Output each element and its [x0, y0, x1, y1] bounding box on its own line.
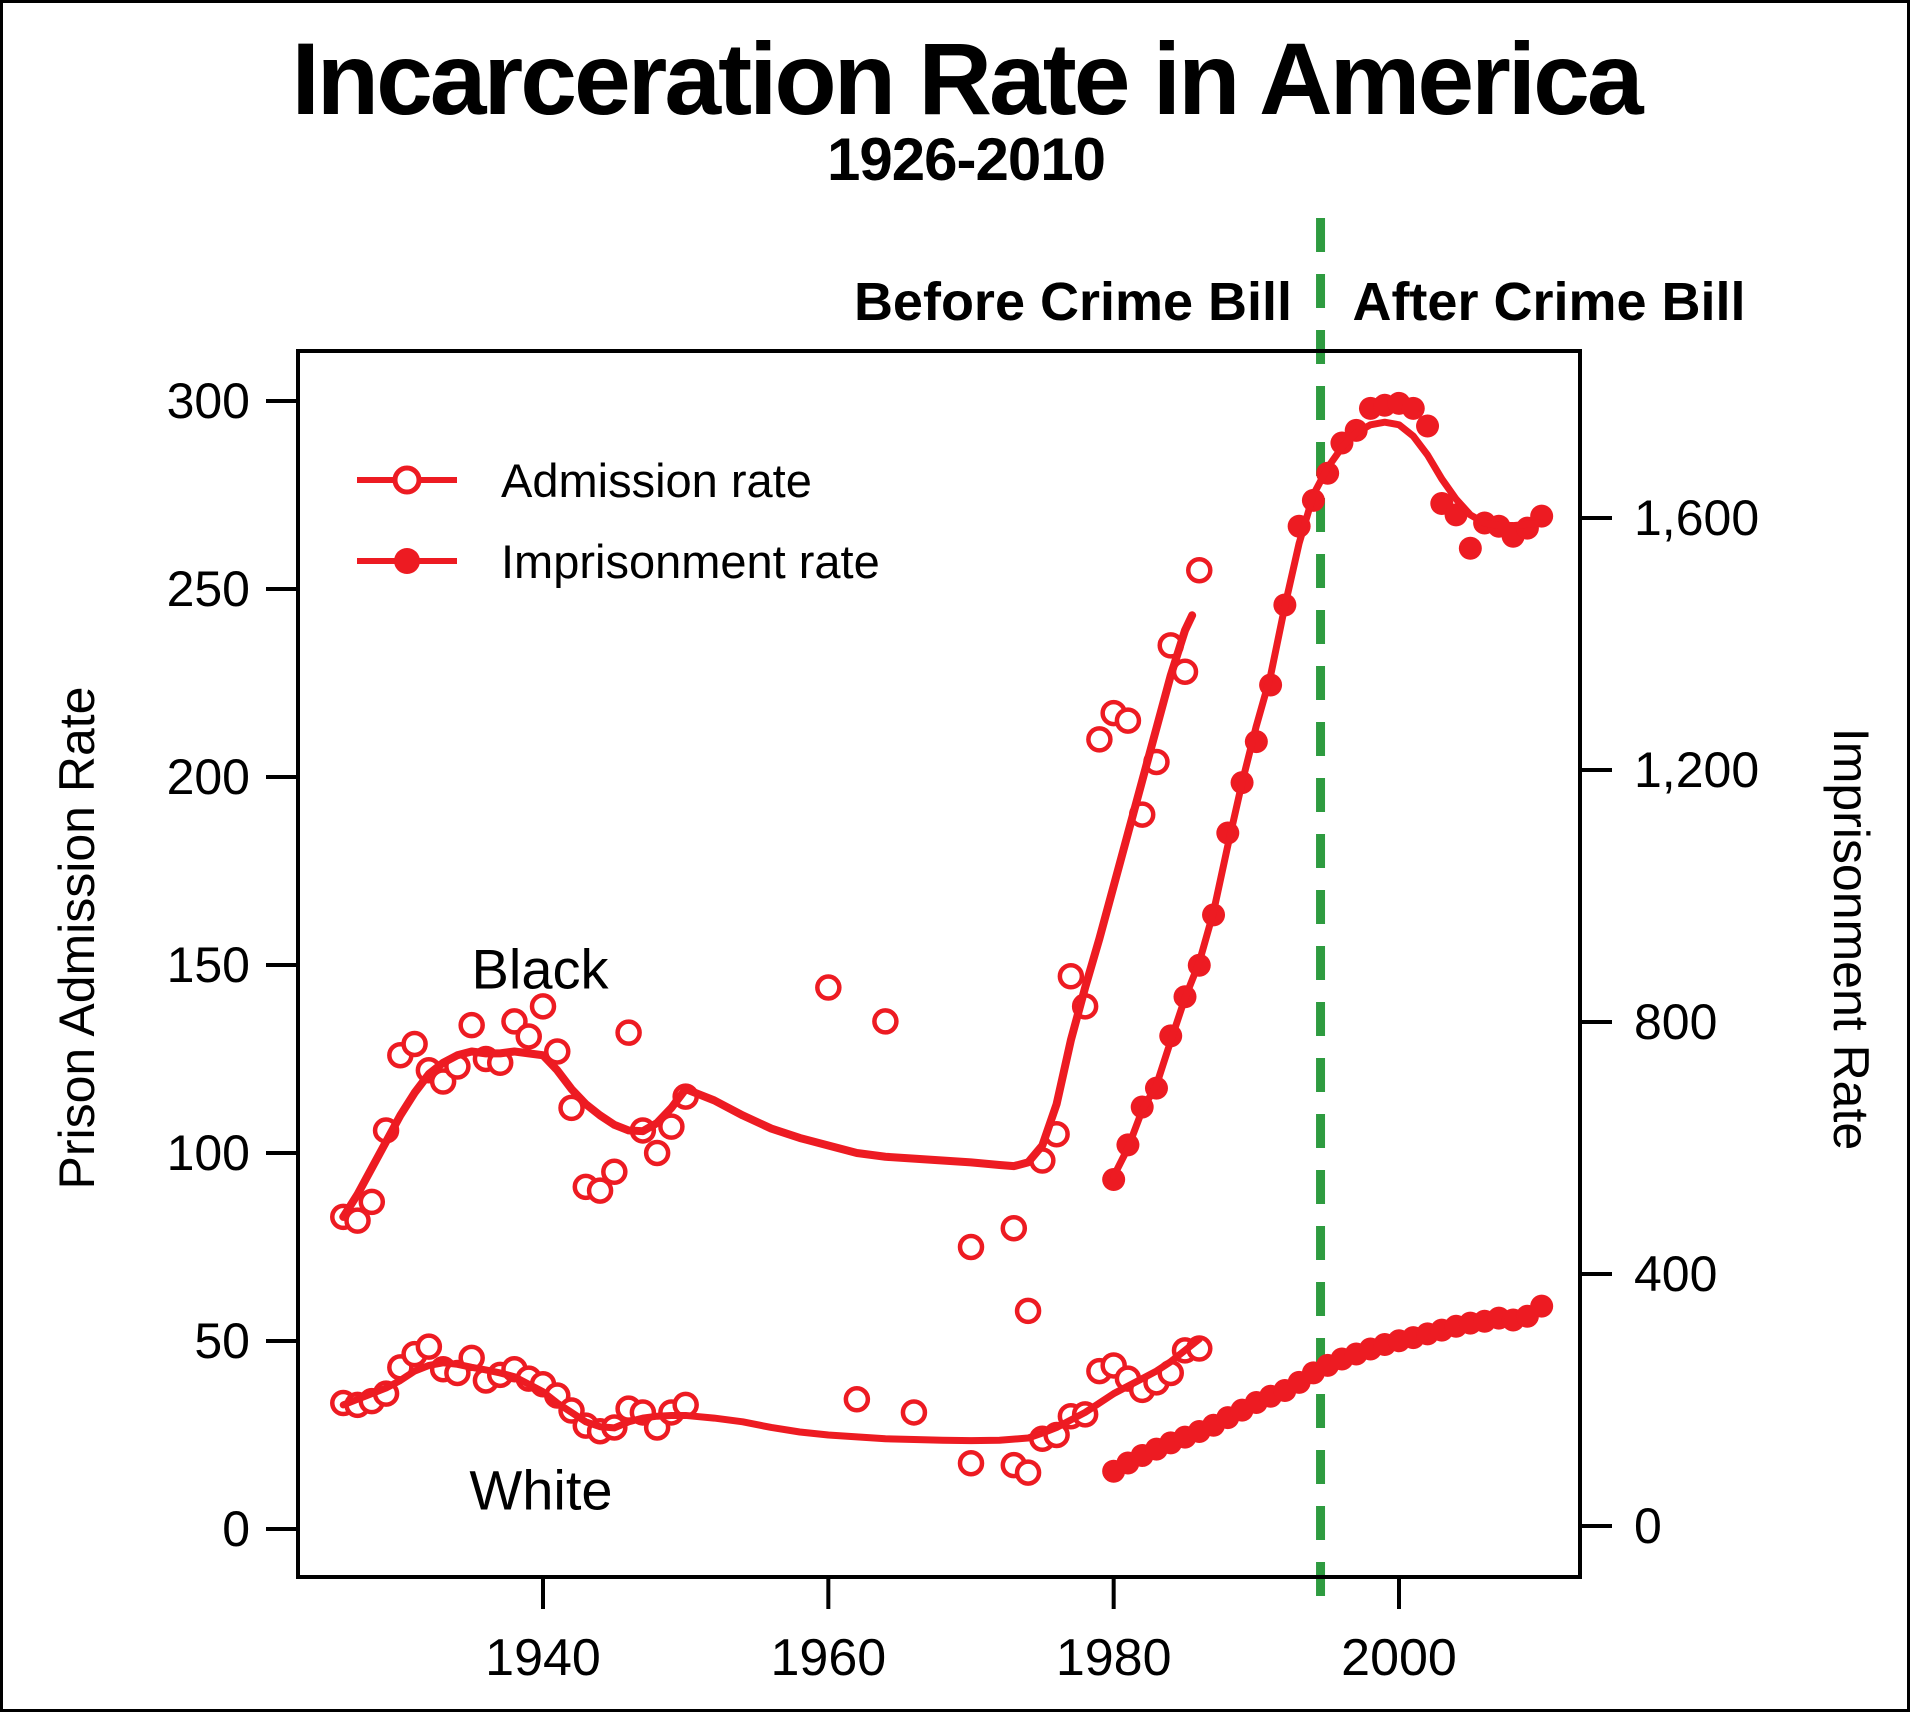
black-admission-point: [1086, 726, 1113, 753]
white-imprisonment-point: [1530, 1294, 1554, 1318]
x-axis-tick-label: 1980: [1056, 1629, 1172, 1687]
admission-rate-open-circle-icon: [357, 465, 457, 495]
left-axis-tick-label: 150: [167, 937, 250, 993]
incarceration-chart-svg: 0 50 100 150 200 250 300 0 400 800 1,200 1,600 1940 1…: [167, 218, 1759, 1687]
black-admission-point: [344, 1207, 371, 1234]
white-admission-trend-line: [339, 1335, 1203, 1445]
page-subtitle: 1926-2010: [827, 126, 1106, 193]
right-axis-tick-label: 400: [1634, 1246, 1717, 1302]
black-admission-point: [872, 1008, 899, 1035]
left-axis-tick-label: 0: [222, 1501, 250, 1557]
black-admission-point: [458, 1011, 485, 1039]
black-group-label: Black: [471, 937, 609, 1001]
legend-label: Admission rate: [501, 453, 812, 507]
left-axis-tick-label: 100: [167, 1125, 250, 1181]
black-admission-point: [586, 1177, 614, 1204]
after-crime-bill-label: After Crime Bill: [1352, 272, 1746, 332]
left-axis-title: Prison Admission Rate: [49, 686, 105, 1190]
right-axis-tick-label: 0: [1634, 1498, 1662, 1554]
right-axis-tick-label: 800: [1634, 994, 1717, 1050]
white-admission-point: [1014, 1459, 1042, 1486]
black-admission-point: [558, 1094, 585, 1122]
black-admission-point: [1057, 963, 1085, 990]
left-axis-tick-label: 250: [167, 561, 250, 617]
right-axis-tick-label: 1,600: [1634, 490, 1759, 546]
page-title: Incarceration Rate in America: [291, 22, 1643, 136]
black-admission-point: [544, 1038, 571, 1065]
black-admission-point: [1000, 1214, 1028, 1242]
black-admission-point: [815, 974, 842, 1001]
right-axis-tick-label: 1,200: [1634, 742, 1759, 798]
white-admission-point: [843, 1386, 871, 1413]
x-axis-tick-label: 1940: [485, 1629, 601, 1687]
black-admission-point: [358, 1188, 386, 1216]
legend-label: Imprisonment rate: [501, 534, 880, 588]
white-group-label: White: [469, 1458, 613, 1522]
black-admission-point: [515, 1023, 542, 1050]
black-admission-point: [658, 1113, 685, 1140]
x-axis-tick-label: 2000: [1341, 1629, 1457, 1687]
black-admission-point: [957, 1233, 985, 1261]
left-axis-tick-label: 50: [194, 1313, 250, 1369]
black-admission-point: [601, 1158, 628, 1186]
left-axis-tick-label: 300: [167, 373, 250, 429]
before-crime-bill-label: Before Crime Bill: [853, 272, 1293, 332]
black-admission-point: [529, 993, 557, 1020]
right-axis-title: Imprisonment Rate: [1823, 727, 1879, 1151]
black-admission-point: [643, 1139, 671, 1167]
imprisonment-rate-filled-circle-icon: [357, 548, 457, 574]
black-admission-point: [1186, 556, 1213, 584]
black-imprisonment-point: [1401, 396, 1425, 420]
black-admission-point: [1014, 1297, 1042, 1325]
x-axis-tick-label: 1960: [770, 1629, 886, 1687]
black-imprisonment-trend-line: [1110, 418, 1546, 1180]
white-admission-point: [900, 1399, 928, 1426]
black-admission-point: [1114, 707, 1142, 734]
black-admission-point: [401, 1030, 428, 1058]
white-admission-point: [957, 1449, 985, 1477]
black-admission-point: [615, 1019, 642, 1046]
black-admission-trend-line: [339, 611, 1197, 1221]
white-admission-point: [415, 1333, 443, 1360]
black-imprisonment-point: [1416, 414, 1440, 438]
black-imprisonment-point: [1458, 536, 1482, 560]
left-axis-tick-label: 200: [167, 749, 250, 805]
